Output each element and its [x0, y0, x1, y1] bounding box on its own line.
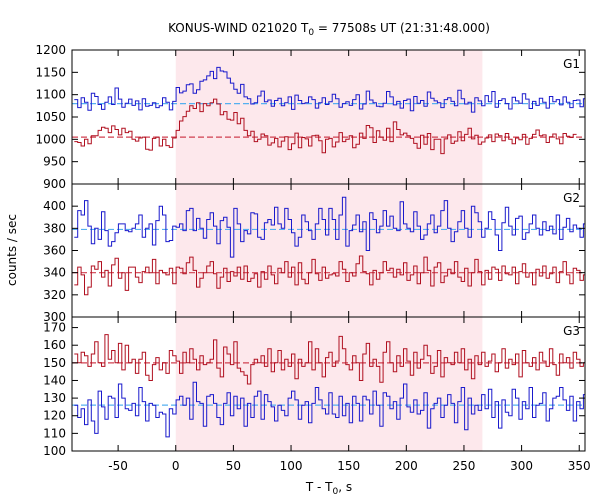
panel-frame [71, 316, 586, 452]
burst-interval-shade [175, 317, 483, 451]
x-tick-label: -50 [108, 459, 128, 473]
panel-label: G2 [563, 191, 580, 205]
x-tick-label: 350 [568, 459, 591, 473]
y-tick-label: 380 [43, 221, 66, 235]
series-blue-g1 [74, 66, 585, 113]
x-tick-label: 0 [172, 459, 180, 473]
y-tick-label: 1150 [35, 65, 66, 79]
x-tick-label: 200 [395, 459, 418, 473]
y-tick-label: 120 [43, 409, 66, 423]
y-axis-label: counts / sec [5, 214, 19, 286]
y-tick-label: 170 [43, 321, 66, 335]
y-tick-label: 160 [43, 338, 66, 352]
y-tick-label: 950 [43, 155, 66, 169]
y-tick-label: 110 [43, 426, 66, 440]
x-axis-label: T - T0, s [305, 480, 352, 497]
panel-g1: 900 950 1000 1050 1100 1150 1200 G1 [35, 43, 586, 191]
series-blue-g2 [74, 196, 585, 258]
panel-g2: 300 320 340 360 380 400 G2 [43, 183, 586, 324]
y-tick-label: 900 [43, 177, 66, 191]
x-tick-label: 250 [453, 459, 476, 473]
series-red-g2 [74, 255, 585, 296]
panel-g3: 100 110 120 130 140 150 160 170 G3 [43, 316, 586, 458]
burst-interval-shade [175, 50, 483, 184]
x-tick-label: 300 [510, 459, 533, 473]
chart-title: KONUS-WIND 021020 T0 = 77508s UT (21:31:… [168, 21, 490, 38]
y-tick-label: 320 [43, 288, 66, 302]
chart-panels: 90095010001050110011501200G1300320340360… [35, 43, 590, 473]
x-tick-label: 50 [226, 459, 241, 473]
y-tick-label: 140 [43, 373, 66, 387]
y-tick-label: 1050 [35, 110, 66, 124]
series-blue-g3 [74, 381, 585, 438]
y-tick-label: 340 [43, 266, 66, 280]
y-tick-label: 100 [43, 444, 66, 458]
y-tick-label: 1100 [35, 88, 66, 102]
y-tick-label: 300 [43, 310, 66, 324]
x-tick-label: 150 [337, 459, 360, 473]
burst-interval-shade [175, 184, 483, 317]
y-tick-label: 1200 [35, 43, 66, 57]
y-tick-label: 1000 [35, 132, 66, 146]
y-tick-label: 360 [43, 244, 66, 258]
panel-label: G1 [563, 57, 580, 71]
panel-label: G3 [563, 324, 580, 338]
y-tick-label: 130 [43, 391, 66, 405]
x-tick-label: 100 [280, 459, 303, 473]
series-red-g1 [74, 98, 577, 155]
y-tick-label: 400 [43, 199, 66, 213]
series-red-g3 [74, 334, 585, 385]
y-tick-label: 150 [43, 356, 66, 370]
